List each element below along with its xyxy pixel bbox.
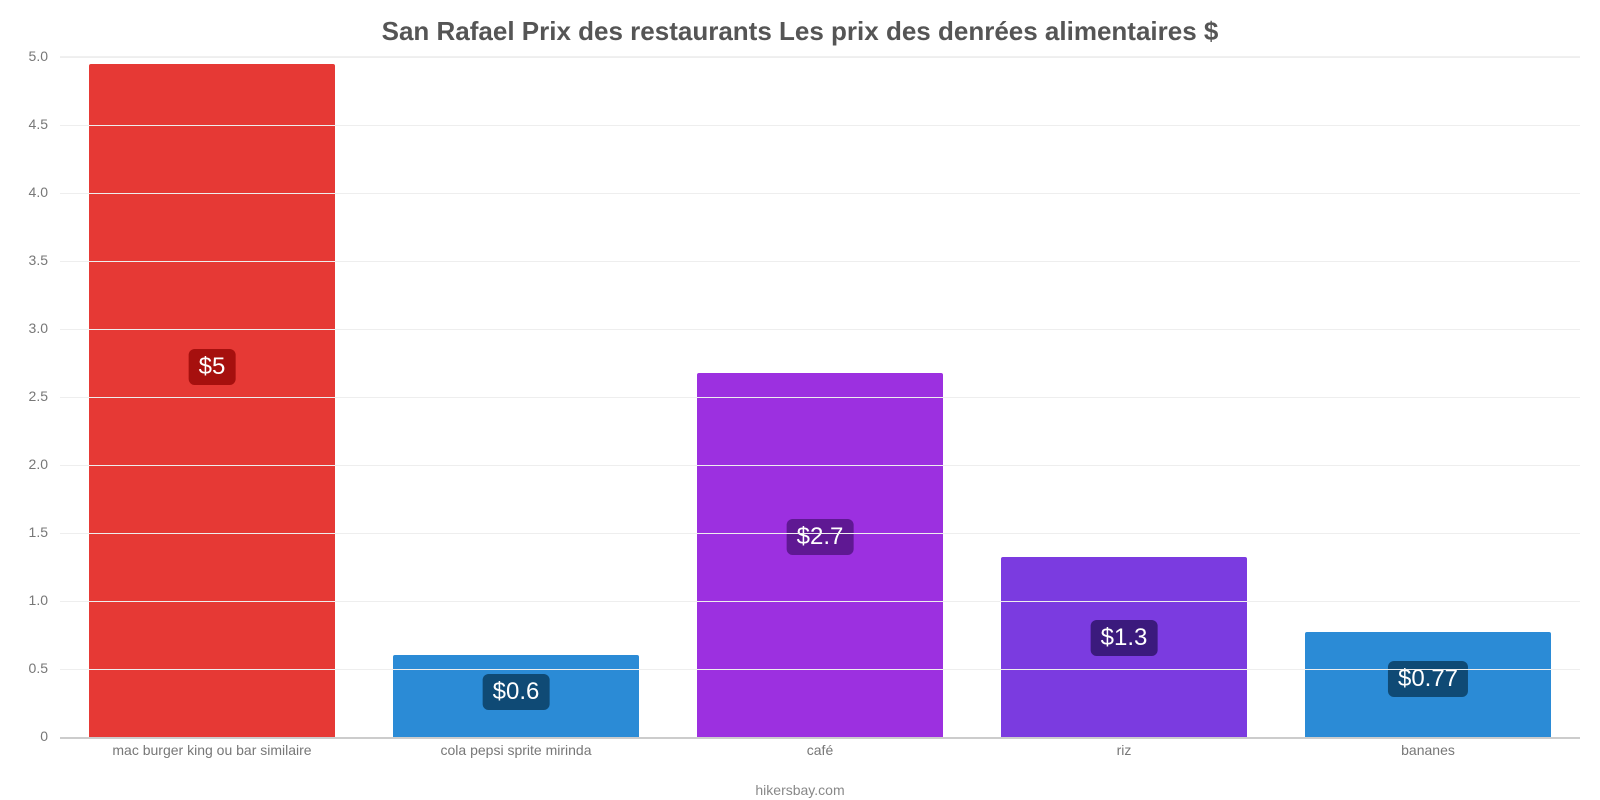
value-badge: $1.3 bbox=[1091, 620, 1158, 656]
gridline bbox=[60, 329, 1580, 330]
value-badge: $0.6 bbox=[483, 674, 550, 710]
y-tick-label: 1.0 bbox=[4, 592, 48, 608]
x-axis-labels: mac burger king ou bar similaire cola pep… bbox=[60, 742, 1580, 764]
y-tick-label: 2.5 bbox=[4, 388, 48, 404]
gridline bbox=[60, 57, 1580, 58]
y-tick-label: 0 bbox=[4, 728, 48, 744]
gridline bbox=[60, 533, 1580, 534]
y-tick-label: 4.0 bbox=[4, 184, 48, 200]
y-tick-label: 3.0 bbox=[4, 320, 48, 336]
gridline bbox=[60, 193, 1580, 194]
value-badge: $0.77 bbox=[1388, 661, 1468, 697]
y-tick-label: 0.5 bbox=[4, 660, 48, 676]
x-tick-label: bananes bbox=[1401, 742, 1455, 758]
chart-container: San Rafael Prix des restaurants Les prix… bbox=[0, 0, 1600, 800]
chart-title: San Rafael Prix des restaurants Les prix… bbox=[0, 16, 1600, 47]
y-tick-label: 4.5 bbox=[4, 116, 48, 132]
y-axis: 00.51.01.52.02.53.03.54.04.55.0 bbox=[0, 56, 54, 736]
x-tick-label: riz bbox=[1117, 742, 1132, 758]
gridline bbox=[60, 125, 1580, 126]
plot-area: $5 $0.6 $2.7 $1.3 $0.77 bbox=[60, 56, 1580, 739]
x-tick-label: cola pepsi sprite mirinda bbox=[441, 742, 592, 758]
x-tick-label: mac burger king ou bar similaire bbox=[112, 742, 311, 758]
gridline bbox=[60, 261, 1580, 262]
source-label: hikersbay.com bbox=[0, 782, 1600, 798]
value-badge: $5 bbox=[189, 349, 236, 385]
value-badge: $2.7 bbox=[787, 519, 854, 555]
gridline bbox=[60, 397, 1580, 398]
gridline bbox=[60, 465, 1580, 466]
x-tick-label: café bbox=[807, 742, 833, 758]
y-tick-label: 3.5 bbox=[4, 252, 48, 268]
bar bbox=[697, 373, 943, 737]
y-tick-label: 1.5 bbox=[4, 524, 48, 540]
gridline bbox=[60, 669, 1580, 670]
y-tick-label: 5.0 bbox=[4, 48, 48, 64]
y-tick-label: 2.0 bbox=[4, 456, 48, 472]
gridline bbox=[60, 601, 1580, 602]
bar bbox=[89, 64, 335, 737]
